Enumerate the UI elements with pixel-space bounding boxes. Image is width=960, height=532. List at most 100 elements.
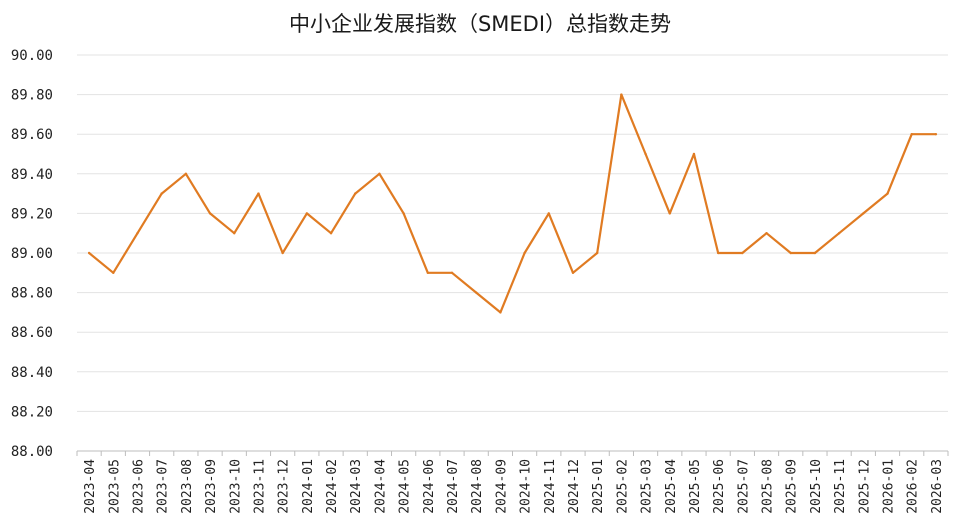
x-tick-label: 2023-08 bbox=[180, 459, 195, 514]
x-tick-label: 2024-04 bbox=[373, 459, 388, 514]
data-point bbox=[160, 192, 163, 195]
y-tick-label: 88.00 bbox=[11, 444, 53, 460]
data-point bbox=[741, 251, 744, 255]
data-point bbox=[692, 152, 696, 156]
watermark-0 bbox=[51, 221, 139, 309]
x-axis: 2023-04 2023-05 2023-06 2023-07 2023-08 2023-… bbox=[76, 451, 949, 514]
gridlines bbox=[77, 54, 948, 452]
x-tick-label: 2023-05 bbox=[107, 459, 122, 514]
y-tick-label: 88.60 bbox=[11, 325, 53, 341]
y-tick-label: 88.20 bbox=[11, 404, 53, 420]
data-point bbox=[281, 251, 284, 255]
watermark-12 bbox=[751, 281, 839, 369]
x-tick-label: 2025-06 bbox=[712, 459, 727, 514]
data-point bbox=[547, 212, 550, 215]
x-tick-label: 2023-06 bbox=[131, 459, 146, 514]
chart-title: 中小企业发展指数（SMEDI）总指数走势 bbox=[289, 12, 671, 36]
series-layer bbox=[87, 93, 938, 314]
data-point bbox=[233, 232, 236, 235]
data-point bbox=[644, 152, 647, 156]
y-tick-label: 89.00 bbox=[11, 246, 53, 262]
x-tick-label: 2023-12 bbox=[277, 459, 292, 514]
x-tick-label: 2024-10 bbox=[519, 459, 534, 514]
x-tick-label: 2025-11 bbox=[833, 459, 848, 514]
x-tick-label: 2025-02 bbox=[615, 459, 630, 514]
x-tick-label: 2024-09 bbox=[494, 459, 509, 514]
data-point bbox=[862, 212, 865, 215]
x-tick-label: 2026-03 bbox=[930, 459, 945, 514]
x-tick-label: 2024-08 bbox=[470, 459, 485, 514]
y-tick-label: 89.80 bbox=[11, 88, 53, 104]
x-tick-label: 2024-07 bbox=[446, 459, 461, 514]
data-point bbox=[595, 251, 599, 255]
x-tick-label: 2026-01 bbox=[882, 459, 897, 514]
data-point bbox=[426, 271, 430, 274]
data-point bbox=[208, 212, 212, 215]
x-tick-label: 2023-04 bbox=[83, 459, 98, 514]
watermark-3 bbox=[251, 291, 339, 379]
data-point bbox=[450, 271, 454, 274]
data-point bbox=[837, 232, 841, 235]
y-tick-label: 90.00 bbox=[11, 48, 53, 64]
data-point bbox=[475, 291, 478, 294]
data-point bbox=[402, 212, 405, 215]
x-tick-label: 2023-09 bbox=[204, 459, 219, 514]
y-axis: 88.00 88.20 88.40 88.60 88.80 89.00 89.20 89.40… bbox=[11, 48, 53, 460]
x-tick-label: 2025-05 bbox=[688, 459, 703, 514]
y-tick-label: 89.20 bbox=[11, 206, 53, 222]
y-tick-label: 88.40 bbox=[11, 365, 53, 381]
data-point bbox=[813, 251, 817, 255]
x-tick-label: 2025-12 bbox=[857, 459, 872, 514]
data-point bbox=[886, 192, 889, 195]
x-tick-label: 2023-11 bbox=[252, 459, 267, 514]
watermark-8 bbox=[511, 251, 599, 339]
watermark-5 bbox=[361, 221, 449, 309]
x-tick-label: 2025-01 bbox=[591, 459, 606, 514]
watermark-13 bbox=[831, 201, 919, 289]
x-tick-label: 2025-03 bbox=[640, 459, 655, 514]
y-tick-label: 88.80 bbox=[11, 286, 53, 302]
data-point bbox=[620, 93, 623, 96]
data-point bbox=[765, 232, 768, 235]
series-line-0 bbox=[88, 93, 936, 314]
watermark-14 bbox=[851, 361, 939, 449]
x-tick-label: 2024-05 bbox=[398, 459, 413, 514]
data-point bbox=[716, 251, 720, 255]
data-point bbox=[184, 172, 188, 175]
watermark-layer bbox=[51, 61, 939, 509]
x-tick-label: 2023-07 bbox=[156, 459, 171, 514]
x-tick-label: 2025-04 bbox=[664, 459, 679, 514]
data-point bbox=[668, 212, 671, 215]
data-point bbox=[354, 192, 357, 195]
data-point bbox=[910, 133, 913, 136]
x-tick-label: 2024-02 bbox=[325, 459, 340, 514]
x-tick-label: 2024-11 bbox=[543, 459, 558, 514]
x-tick-label: 2024-12 bbox=[567, 459, 582, 514]
data-point bbox=[136, 232, 139, 235]
data-point bbox=[934, 133, 938, 136]
data-point bbox=[789, 251, 792, 255]
x-tick-label: 2025-09 bbox=[785, 459, 800, 514]
data-point bbox=[329, 232, 333, 235]
watermark-4 bbox=[281, 61, 369, 149]
x-tick-label: 2025-07 bbox=[736, 459, 751, 514]
data-point bbox=[87, 251, 91, 255]
x-tick-label: 2024-03 bbox=[349, 459, 364, 514]
x-tick-label: 2026-02 bbox=[906, 459, 921, 514]
x-tick-label: 2023-10 bbox=[228, 459, 243, 514]
x-tick-label: 2024-01 bbox=[301, 459, 316, 514]
data-point bbox=[378, 172, 381, 175]
y-tick-label: 89.40 bbox=[11, 167, 53, 183]
data-point bbox=[257, 192, 260, 195]
data-point bbox=[112, 271, 115, 274]
x-tick-label: 2025-08 bbox=[761, 459, 776, 514]
data-point bbox=[305, 212, 309, 215]
data-point bbox=[523, 251, 526, 255]
data-point bbox=[499, 311, 502, 314]
x-tick-label: 2025-10 bbox=[809, 459, 824, 514]
watermark-7 bbox=[481, 61, 569, 149]
y-tick-label: 89.60 bbox=[11, 127, 53, 143]
data-point bbox=[571, 271, 575, 274]
x-tick-label: 2024-06 bbox=[422, 459, 437, 514]
